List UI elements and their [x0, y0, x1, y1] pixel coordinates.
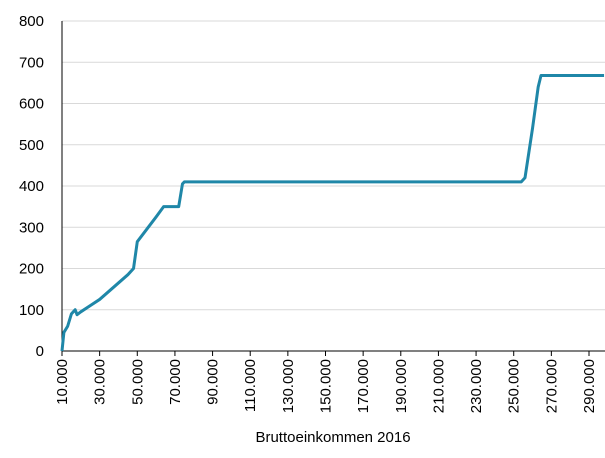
y-tick-label: 700 — [19, 54, 44, 71]
x-tick-label: 250.000 — [506, 359, 523, 413]
y-tick-label: 400 — [19, 178, 44, 195]
x-axis-label: Bruttoeinkommen 2016 — [255, 429, 410, 446]
y-tick-label: 300 — [19, 219, 44, 236]
y-tick-label: 600 — [19, 96, 44, 113]
x-tick-label: 110.000 — [242, 359, 259, 412]
x-tick-label: 90.000 — [205, 359, 222, 405]
x-tick-label: 70.000 — [167, 359, 184, 405]
x-tick-label: 170.000 — [355, 359, 372, 413]
y-tick-label: 800 — [19, 13, 44, 30]
x-tick-label: 10.000 — [54, 359, 71, 405]
y-tick-label: 0 — [36, 343, 44, 360]
x-tick-label: 210.000 — [430, 359, 447, 413]
y-tick-label: 100 — [19, 302, 44, 319]
x-tick-label: 150.000 — [318, 359, 335, 413]
x-tick-label: 290.000 — [581, 359, 598, 413]
x-tick-label: 30.000 — [92, 359, 109, 405]
x-tick-label: 230.000 — [468, 359, 485, 413]
y-tick-label: 200 — [19, 261, 44, 278]
x-tick-label: 50.000 — [129, 359, 146, 405]
line — [60, 73, 605, 352]
x-tick-label: 270.000 — [543, 359, 560, 413]
x-tick-label: 130.000 — [280, 359, 297, 413]
x-tick-label: 190.000 — [393, 359, 410, 413]
y-tick-label: 500 — [19, 137, 44, 154]
